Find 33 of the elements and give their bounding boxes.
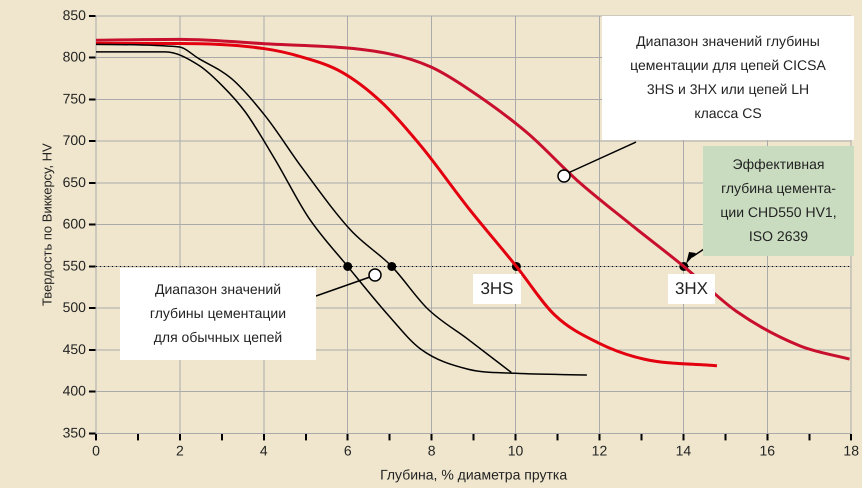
x-tick-label: 2 [176, 442, 184, 459]
y-tick-label: 500 [62, 299, 86, 316]
callout-box: Диапазон значений глубины цементации для цепей CICSA 3HS и 3HX или цепей LH класса CS [602, 16, 854, 140]
x-tick-label: 14 [676, 442, 692, 459]
annotation: Диапазон значений глубины цементации для цепей CICSA 3HS и 3HX или цепей LH класса CS [630, 32, 826, 123]
annotation: 3HS [480, 278, 514, 300]
x-tick-label: 8 [428, 442, 436, 459]
callout-box: Эффективная глубина цемента- ции CHD550 HV1, ISO 2639 [703, 146, 854, 256]
y-tick-label: 750 [62, 90, 86, 106]
y-axis-title: Твердость по Виккерсу, HV [39, 143, 54, 306]
callout-box: Диапазон значений глубины цементации для обычных цепей [120, 268, 316, 360]
y-tick-label: 450 [62, 340, 86, 357]
callout-box: 3HX [668, 274, 715, 304]
y-tick-label: 350 [62, 424, 86, 440]
y-tick-label: 850 [62, 6, 86, 23]
annotation: Диапазон значений глубины цементации для обычных цепей [150, 280, 286, 347]
callout-box: 3HS [473, 274, 521, 304]
x-tick-label: 6 [344, 442, 352, 459]
y-tick-label: 650 [62, 174, 86, 190]
x-tick-label: 16 [760, 442, 776, 459]
x-tick-label: 18 [843, 442, 860, 459]
x-tick-label: 12 [592, 442, 608, 459]
x-tick-label: 10 [508, 442, 524, 459]
y-tick-label: 600 [62, 216, 86, 232]
x-tick-label: 0 [92, 442, 100, 459]
x-axis-title: Глубина, % диаметра прутка [380, 466, 568, 482]
x-tick-label: 4 [260, 442, 268, 459]
y-tick-label: 400 [62, 382, 86, 399]
y-tick-label: 550 [62, 257, 86, 274]
y-tick-label: 800 [62, 48, 86, 65]
annotation: Эффективная глубина цемента- ции CHD550 HV1, ISO 2639 [720, 155, 837, 246]
annotation: 3HX [674, 278, 708, 300]
y-tick-label: 700 [62, 132, 86, 148]
